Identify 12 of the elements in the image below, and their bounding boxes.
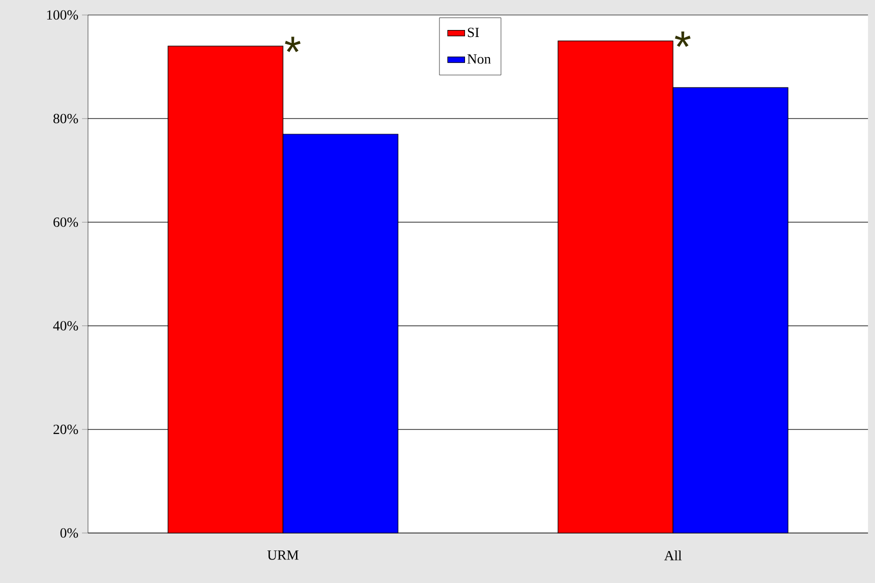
x-tick-label: URM [267, 550, 298, 560]
y-tick-label: 60% [54, 217, 78, 227]
y-tick-label: 40% [53, 321, 78, 331]
y-tick-label: 20% [54, 424, 78, 434]
y-tick-label: 100% [47, 10, 78, 20]
y-tick-label: 0% [60, 528, 78, 538]
y-tick-label: 80% [53, 114, 78, 124]
legend-label: SI [468, 28, 479, 38]
legend-label: Non [467, 54, 491, 64]
annotation: * [674, 32, 691, 47]
annotation: * [284, 36, 301, 52]
x-tick-label: All [664, 550, 682, 560]
